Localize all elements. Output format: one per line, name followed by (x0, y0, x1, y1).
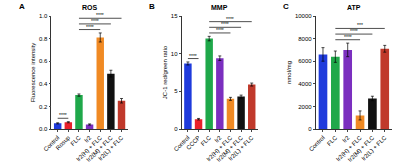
svg-text:Fluorescence intensity: Fluorescence intensity (30, 43, 36, 103)
svg-text:A: A (19, 2, 25, 11)
svg-text:Ir2(M) + FLC: Ir2(M) + FLC (85, 134, 114, 163)
svg-text:CCCP: CCCP (185, 135, 201, 151)
svg-text:5: 5 (174, 88, 178, 94)
svg-text:****: **** (189, 53, 197, 59)
svg-text:8000: 8000 (298, 36, 312, 42)
svg-text:****: **** (344, 34, 352, 40)
svg-text:Control: Control (43, 135, 61, 153)
svg-text:Ir2(H) + FLC: Ir2(H) + FLC (205, 134, 233, 162)
svg-text:10000: 10000 (295, 13, 312, 19)
svg-text:0: 0 (308, 126, 312, 132)
svg-text:Control: Control (308, 135, 326, 153)
svg-text:MMP: MMP (211, 4, 228, 11)
svg-text:FLC: FLC (326, 134, 339, 147)
svg-text:****: **** (91, 18, 99, 24)
svg-text:Ir2: Ir2 (83, 134, 93, 144)
svg-text:****: **** (59, 112, 67, 118)
svg-text:Ir2(L) + FLC: Ir2(L) + FLC (360, 134, 388, 162)
svg-text:JC-1 red/green ratio: JC-1 red/green ratio (162, 45, 168, 99)
svg-text:Ir2(H) + FLC: Ir2(H) + FLC (75, 134, 103, 162)
svg-text:10: 10 (171, 51, 178, 57)
svg-text:0: 0 (174, 126, 178, 132)
svg-text:nmol/mg: nmol/mg (286, 61, 292, 84)
svg-text:0.0: 0.0 (39, 126, 48, 132)
svg-text:4000: 4000 (298, 81, 312, 87)
svg-text:Ir2: Ir2 (341, 134, 351, 144)
svg-text:C: C (283, 2, 289, 11)
svg-text:1.0: 1.0 (39, 13, 48, 19)
svg-text:0.2: 0.2 (39, 104, 48, 110)
svg-text:Rosup: Rosup (55, 134, 72, 151)
svg-text:FLC: FLC (200, 134, 213, 147)
svg-text:ATP: ATP (347, 4, 361, 11)
svg-text:Ir2(H) + FLC: Ir2(H) + FLC (335, 134, 363, 162)
svg-text:***: *** (357, 22, 363, 28)
svg-text:FLC: FLC (70, 134, 83, 147)
svg-text:Ir2(L) + FLC: Ir2(L) + FLC (97, 134, 125, 162)
svg-text:Ir2(M) + FLC: Ir2(M) + FLC (216, 134, 245, 163)
svg-text:0.6: 0.6 (39, 58, 48, 64)
svg-text:****: **** (226, 16, 234, 22)
svg-text:0.4: 0.4 (39, 81, 48, 87)
svg-text:Ir2(M) + FLC: Ir2(M) + FLC (347, 134, 376, 163)
svg-text:Control: Control (173, 135, 191, 153)
svg-text:0.8: 0.8 (39, 36, 48, 42)
svg-text:****: **** (86, 24, 94, 30)
svg-text:****: **** (221, 21, 229, 27)
svg-text:Ir2: Ir2 (213, 134, 223, 144)
svg-text:Ir2(L) + FLC: Ir2(L) + FLC (227, 134, 255, 162)
svg-text:2000: 2000 (298, 104, 312, 110)
svg-text:****: **** (216, 27, 224, 33)
svg-text:ROS: ROS (82, 4, 98, 11)
svg-text:15: 15 (171, 13, 178, 19)
svg-text:6000: 6000 (298, 58, 312, 64)
svg-text:****: **** (96, 12, 104, 18)
svg-text:B: B (149, 2, 155, 11)
svg-text:****: **** (350, 28, 358, 34)
